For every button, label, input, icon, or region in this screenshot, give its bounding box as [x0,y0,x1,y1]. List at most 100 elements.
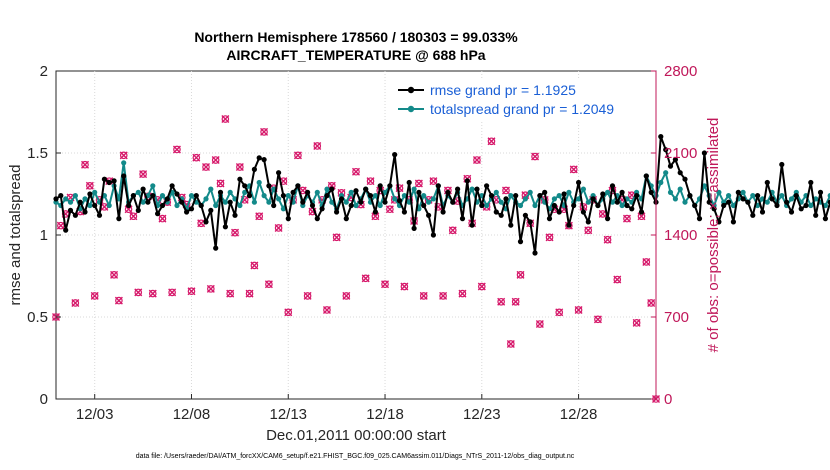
series-point-rmse [82,209,88,215]
series-point-rmse [111,178,117,184]
obs-possible-marker [86,182,94,190]
obs-assimilated-marker [622,214,631,223]
obs-assimilated-marker [598,209,607,218]
series-point-totalspread [222,199,228,205]
obs-assimilated-marker [293,151,302,160]
obs-possible-marker [419,292,428,300]
legend-box [392,80,650,120]
x-tick-label: 12/13 [269,406,307,423]
y-right-tick-label: 0 [664,391,672,408]
series-point-rmse [251,166,257,172]
obs-possible-marker [366,177,375,185]
series-point-rmse [817,189,824,195]
series-point-totalspread [353,202,359,209]
obs-assimilated-marker [574,305,583,314]
legend-spread-label: totalspread grand pr = 1.2049 [430,101,614,117]
series-point-rmse [580,209,587,215]
obs-assimilated-marker [506,339,515,348]
obs-possible-marker [211,156,220,164]
obs-possible-marker [642,258,651,266]
y-tick-label: 2 [40,63,48,80]
series-point-rmse [759,209,766,215]
obs-possible-marker [487,137,496,146]
series-point-rmse [827,199,830,205]
series-point-rmse [358,199,364,205]
obs-marker [414,179,423,188]
series-point-rmse [377,183,383,189]
obs-marker [385,205,394,214]
obs-assimilated-marker [545,233,554,242]
series-point-totalspread [498,199,504,205]
obs-assimilated-marker [516,270,525,279]
series-point-totalspread [716,189,722,195]
series-point-rmse [716,219,722,225]
series-point-rmse [638,209,645,215]
obs-assimilated-marker [187,287,196,296]
obs-possible-marker [265,280,273,289]
obs-possible-marker [448,226,457,235]
obs-possible-marker [458,289,467,298]
obs-assimilated-marker [361,274,370,283]
series-point-rmse [803,202,809,209]
obs-assimilated-marker [231,228,240,237]
y-right-tick-label: 700 [664,309,689,326]
obs-marker [439,291,448,300]
obs-possible-marker [294,151,302,160]
series-point-rmse [232,212,238,218]
obs-possible-marker [439,292,447,300]
series-point-totalspread [493,189,499,195]
obs-assimilated-marker [221,115,230,124]
obs-marker [322,305,331,314]
obs-assimilated-marker [124,205,133,214]
series-point-rmse [764,179,770,186]
series-point-rmse [595,202,601,209]
series-point-rmse [459,216,466,222]
series-point-rmse [329,186,335,192]
obs-marker [569,165,578,174]
series-point-rmse [101,176,107,182]
series-point-rmse [150,193,156,199]
series-point-rmse [605,216,611,222]
series-point-rmse [755,193,761,199]
series-point-rmse [658,134,664,140]
y-tick-label: 1.5 [27,145,48,162]
series-point-rmse [464,178,470,184]
obs-possible-marker [303,292,312,300]
series-point-totalspread [426,199,432,205]
obs-assimilated-marker [342,291,351,300]
obs-assimilated-marker [148,289,157,298]
series-point-rmse [648,189,654,195]
x-tick-label: 12/03 [76,406,114,423]
obs-marker [366,177,375,186]
x-tick-label: 12/23 [463,406,501,423]
series-point-rmse [503,196,509,202]
obs-marker [429,177,438,186]
obs-possible-marker [386,205,394,214]
series-point-rmse [566,222,572,228]
obs-possible-marker [221,115,230,123]
series-point-rmse [479,202,485,209]
obs-assimilated-marker [114,296,123,305]
series-point-rmse [600,191,606,197]
series-point-totalspread [121,160,127,166]
obs-assimilated-marker [168,288,177,297]
series-point-rmse [493,209,499,215]
obs-marker [139,170,148,179]
obs-possible-marker [236,163,244,171]
series-point-totalspread [213,202,219,209]
series-point-totalspread [188,193,195,199]
series-point-rmse [677,170,683,176]
obs-assimilated-marker [192,153,201,162]
obs-assimilated-marker [100,202,109,211]
series-point-rmse [426,212,432,218]
obs-assimilated-marker [584,226,593,235]
obs-marker [206,284,215,293]
obs-assimilated-marker [56,221,65,230]
series-point-rmse [609,183,616,189]
obs-possible-marker [260,128,268,136]
obs-marker [632,318,641,327]
obs-marker [110,270,119,279]
series-point-rmse [537,193,543,199]
series-point-rmse [421,202,427,209]
obs-marker [502,186,510,195]
